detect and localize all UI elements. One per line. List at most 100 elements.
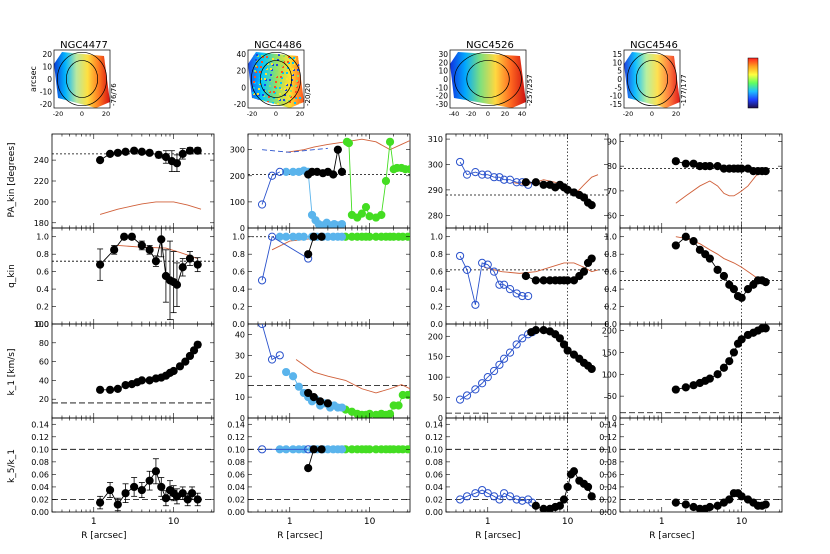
data-point-lightblue [282,232,291,241]
data-point-open [483,373,492,382]
data-point [555,334,565,343]
galaxy-name: NGC4486 [254,40,302,51]
data-point [317,445,326,454]
data-point [193,146,202,155]
y-tick-label: 0.02 [227,495,245,504]
data-point [521,271,530,281]
y-tick-label: 280 [428,211,443,220]
data-point [671,241,680,250]
data-point [95,260,105,269]
data-point [189,346,199,355]
x-axis-label: R [arcsec] [81,531,126,541]
noise-pixel [298,64,300,66]
y-tick-label: 0.04 [31,483,49,492]
noise-pixel [270,68,272,70]
data-point [127,232,136,241]
y-tick-label: 1.0 [430,233,443,242]
data-point-open-line [261,171,280,205]
data-point [587,364,596,374]
data-point-open [505,492,515,501]
y-tick-label: 310 [428,135,443,144]
map-y-tick-label: 5 [617,67,622,76]
data-point [719,363,729,372]
data-point [579,267,589,276]
data-point [121,489,130,498]
noise-pixel [281,65,283,67]
data-point [185,254,195,263]
noise-pixel [254,76,256,78]
data-point-open [455,251,465,261]
data-point-open [257,324,267,329]
data-point-green [394,401,403,410]
noise-pixel [264,84,266,86]
noise-pixel [274,86,276,88]
y-tick-label: 0.10 [227,445,245,454]
y-tick-label: 0.02 [31,495,49,504]
data-point [178,263,187,272]
data-point-green [377,210,386,220]
y-tick-label: 50 [607,392,617,401]
noise-pixel [292,62,294,64]
noise-pixel [299,97,301,99]
data-point-open [471,385,480,394]
map-y-tick-label: -10 [610,92,622,101]
y-tick-label: 0.8 [604,250,617,259]
map-y-tick-label: 20 [42,50,52,59]
data-point [172,159,182,168]
y-tick-label: 0.0 [36,320,49,329]
y-tick-label: 0.02 [425,495,443,504]
data-point-open [505,284,515,294]
noise-pixel [297,69,299,71]
noise-pixel [286,72,288,74]
isophote-contour [627,51,677,107]
model-curve [484,262,599,274]
map-y-tick-label: 0 [617,75,622,84]
y-tick-label: 0.06 [599,470,617,479]
y-tick-label: 300 [428,160,443,169]
data-point-lightblue [337,403,347,412]
data-point [317,232,326,241]
y-tick-label: 0.4 [36,285,49,294]
y-tick-label: 10 [235,393,245,402]
y-tick-label: 0.2 [232,303,245,312]
data-point [105,149,115,158]
map-y-tick-label: 15 [612,50,622,59]
data-point [151,257,161,266]
data-point [569,467,579,476]
y-tick-label: 150 [602,348,617,357]
panel-ngc4526-k1: 0 50 100 150 200 [428,323,609,423]
data-point [121,147,130,156]
y-tick-label: 40 [235,330,245,339]
noise-pixel [255,65,257,67]
noise-pixel [292,68,294,70]
y-tick-label: 200 [428,332,443,341]
data-point-open [462,265,472,274]
y-tick-label: 0.14 [425,420,443,429]
map-y-tick-label: 10 [438,67,448,76]
data-point-open [267,355,277,364]
galaxy-ngc4546: 607080900.00.20.40.60.81.00501001502000.… [599,133,783,541]
data-point-open [455,157,465,167]
noise-pixel [264,78,266,80]
map-x-tick-label: 0 [486,110,490,118]
data-point [737,335,746,344]
data-point [172,280,182,289]
model-curve [117,245,198,259]
data-point [569,350,579,359]
map-y-tick-label: 10 [612,58,622,67]
y-tick-label: 0 [612,414,617,423]
y-tick-label: 0.0 [430,320,443,329]
y-tick-label: 60 [607,212,617,221]
data-point [705,374,714,383]
noise-pixel [280,76,282,78]
galaxy-ngc4526: 280 290 300 310 0.0 0.2 0.4 0.6 0.8 1.0 0 50 100 150 2… [425,133,609,541]
data-point [569,276,579,285]
panel-ngc4486-pa: 0 100 200 300 [230,133,411,233]
data-point [671,498,680,507]
panel-ngc4546-pa: 60 70 80 90 [607,133,783,229]
y-tick-label: 0.4 [232,285,245,294]
y-tick-label: 0.8 [36,250,49,259]
isophote-contour [466,60,510,98]
map-y-tick-label: -20 [40,100,52,109]
y-tick-label: 20 [235,372,245,381]
